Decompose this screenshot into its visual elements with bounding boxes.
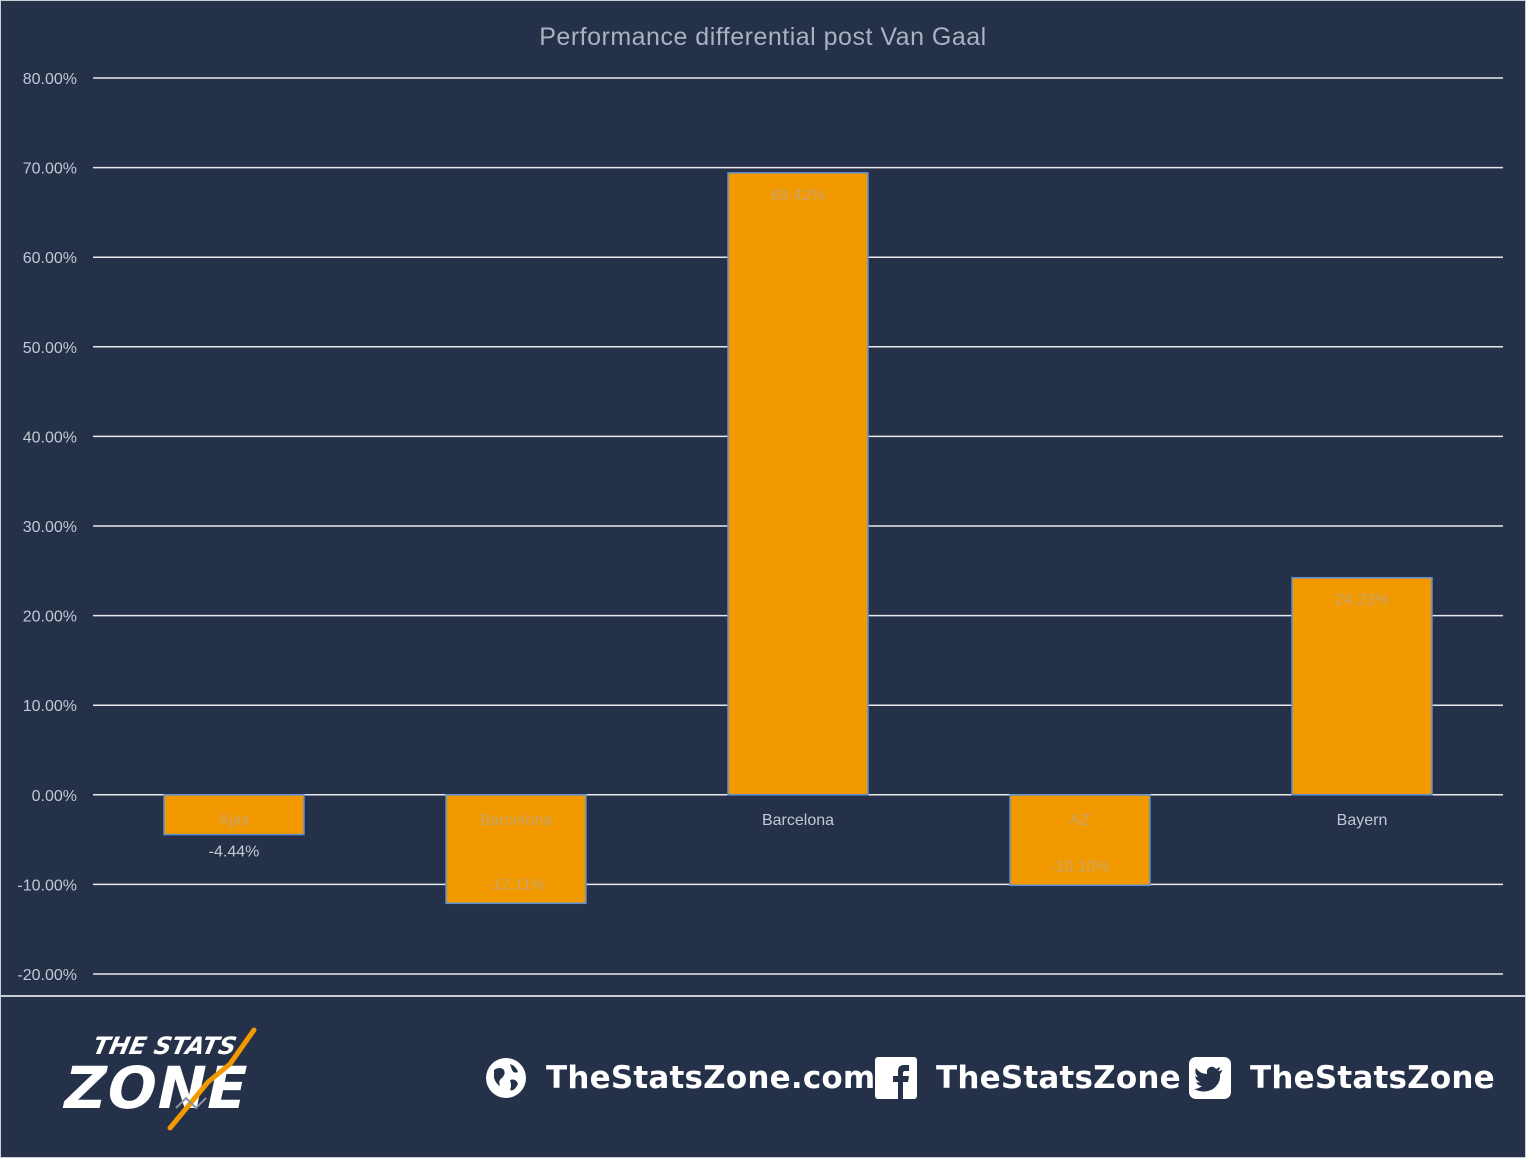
bar — [1009, 794, 1151, 887]
facebook-icon — [875, 1057, 917, 1099]
y-tick-label: 20.00% — [23, 609, 77, 626]
footer-banner — [0, 996, 1526, 1158]
data-label: 69.42% — [771, 187, 825, 204]
chart-title: Performance differential post Van Gaal — [539, 23, 986, 51]
chart-area: Performance differential post Van Gaal -… — [0, 0, 1526, 996]
website-link[interactable]: TheStatsZone.com — [484, 1050, 875, 1106]
category-label: Barcelona — [762, 812, 834, 829]
logo-line2: ZONE — [58, 1055, 255, 1122]
y-tick-label: 70.00% — [23, 161, 77, 178]
y-tick-label: -10.00% — [17, 877, 77, 894]
data-label: -12.11% — [487, 876, 545, 893]
logo-line1: THE STATS — [90, 1031, 239, 1060]
y-tick-label: -20.00% — [17, 967, 77, 984]
twitter-text: TheStatsZone — [1250, 1060, 1495, 1096]
logo-swoosh — [167, 1027, 257, 1131]
y-tick-label: 40.00% — [23, 429, 77, 446]
data-label: -4.44% — [209, 844, 260, 861]
data-label: 24.23% — [1335, 592, 1389, 609]
twitter-icon — [1189, 1057, 1231, 1099]
y-tick-label: 10.00% — [23, 698, 77, 715]
bar-chart: Performance differential post Van Gaal -… — [17, 23, 1503, 984]
category-label: Barcelona — [480, 812, 552, 829]
twitter-link[interactable]: TheStatsZone — [1188, 1050, 1495, 1106]
bar — [727, 172, 869, 796]
y-tick-label: 30.00% — [23, 519, 77, 536]
y-tick-label: 0.00% — [32, 788, 77, 805]
category-label: Ajax — [218, 812, 249, 829]
y-tick-label: 80.00% — [23, 71, 77, 88]
y-axis-ticks: -20.00% -10.00% 0.00% 10.00% 20.00% 30.00% 40.… — [17, 71, 77, 984]
y-tick-label: 60.00% — [23, 250, 77, 267]
globe-icon — [486, 1058, 526, 1098]
facebook-text: TheStatsZone — [936, 1060, 1181, 1096]
bar — [163, 794, 305, 836]
category-label: Bayern — [1337, 812, 1388, 829]
bars — [163, 172, 1433, 905]
data-label: -10.10% — [1050, 858, 1110, 875]
bar — [445, 794, 587, 905]
the-stats-zone-logo: THE STATS ZONE — [58, 1027, 257, 1131]
logo-pattern — [175, 1096, 207, 1110]
website-text: TheStatsZone.com — [546, 1060, 876, 1096]
category-label: AZ — [1070, 812, 1091, 829]
facebook-link[interactable]: TheStatsZone — [874, 1050, 1181, 1106]
y-tick-label: 50.00% — [23, 340, 77, 357]
bar — [1291, 576, 1433, 796]
labels: Ajax -4.44% Barcelona -12.11% Barcelona 69.42… — [209, 187, 1389, 894]
